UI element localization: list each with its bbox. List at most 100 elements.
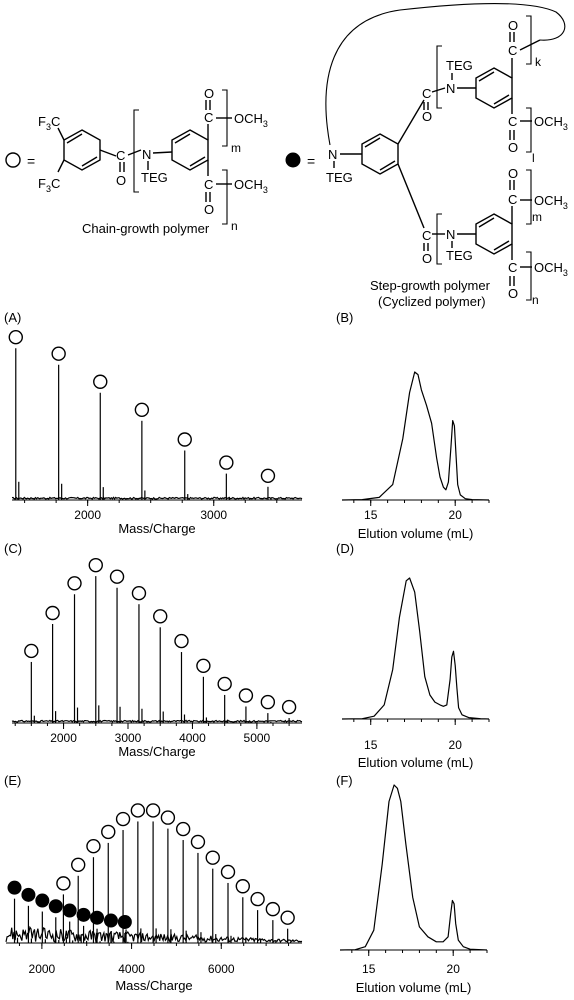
open-circle-marker (280, 910, 295, 925)
open-circle-marker (67, 576, 82, 591)
open-circle-marker (174, 633, 189, 649)
tick-label: 3000 (200, 508, 227, 522)
filled-circle-marker (117, 914, 132, 929)
ester-c-bottom: C (204, 177, 213, 192)
upper-arm-n: N (446, 81, 455, 96)
open-circle-marker (153, 609, 168, 624)
tick-label: 20 (447, 962, 461, 976)
tick-label: 20 (449, 738, 463, 752)
elution-trace (341, 371, 490, 501)
tick-label: 5000 (244, 731, 271, 745)
filled-circle-marker (35, 893, 50, 908)
bottom-cf3-label: F3C (38, 176, 60, 194)
och3-bottom: OCH3 (234, 177, 268, 195)
open-circle-marker (88, 557, 103, 573)
panel-label: (B) (336, 310, 353, 325)
open-circle-marker (260, 694, 276, 710)
ring-bond (478, 217, 495, 228)
bracket-upper-arm (436, 45, 442, 109)
filled-circle-marker (90, 910, 105, 925)
step-growth-label: Step-growth polymer (370, 278, 491, 293)
k-ester-c: C (508, 43, 517, 58)
lower-arm-o: O (422, 251, 432, 266)
ring-bond (493, 94, 510, 105)
repeat-bracket-m (222, 89, 228, 147)
core-teg: TEG (326, 170, 353, 185)
index-n-lower: n (532, 293, 539, 307)
x-axis-label: Mass/Charge (118, 521, 195, 536)
open-circle-marker (93, 374, 108, 389)
ring-bond (189, 156, 206, 167)
bond (397, 163, 425, 229)
chart-panel-D: (D) 15 20 Elution volume (mL) (336, 541, 490, 770)
m-ester-och3: OCH3 (534, 193, 568, 211)
ring-bond (66, 133, 83, 144)
n-ester-och3: OCH3 (534, 260, 568, 278)
ring-bond (478, 71, 495, 82)
open-circle-marker (196, 658, 211, 673)
top-cf3-label: F3C (38, 114, 60, 132)
amide-n: N (142, 147, 151, 162)
index-l: l (532, 151, 535, 165)
filled-circle-marker (103, 913, 118, 928)
baseline-noise (11, 496, 303, 500)
carbonyl-c: C (116, 148, 125, 163)
open-circle-marker (101, 824, 116, 840)
cf3-bond (57, 159, 65, 173)
bond (99, 149, 117, 157)
repeat-bracket-left (133, 109, 139, 193)
chart-panel-A: (A) 2000 3000 Mass/Charge (4, 310, 303, 536)
panel-label: (D) (336, 541, 354, 556)
open-circle-marker (238, 688, 254, 703)
open-circle-marker (205, 850, 220, 865)
bracket-lower-arm (436, 213, 442, 265)
tick-label: 20 (449, 508, 463, 522)
open-circle-marker (56, 876, 71, 891)
chart-panel-E: (E) 2000 4000 6000 Mass/Charge (4, 773, 303, 993)
teg-label: TEG (141, 170, 168, 185)
open-circle-marker (45, 605, 60, 621)
elution-trace (341, 577, 490, 720)
bond (152, 151, 173, 154)
open-circle-marker (130, 803, 146, 818)
k-ester-o: O (508, 18, 518, 33)
open-circle-marker (260, 468, 276, 483)
tick-label: 2000 (50, 731, 77, 745)
tick-label: 15 (364, 508, 378, 522)
filled-circle-marker (21, 887, 36, 902)
tick-label: 2000 (29, 962, 56, 976)
index-k: k (535, 55, 542, 69)
open-circle-marker (235, 879, 251, 894)
ring-bond (379, 160, 396, 171)
och3-top: OCH3 (234, 111, 268, 129)
tick-label: 4000 (118, 962, 145, 976)
upper-arm-benzene (475, 67, 513, 109)
bond (519, 39, 541, 51)
upper-arm-teg: TEG (446, 58, 473, 73)
cf3-bond (57, 127, 65, 141)
l-ester-och3: OCH3 (534, 114, 568, 132)
carbonyl-o: O (116, 173, 126, 188)
ester-c-top: C (204, 110, 213, 125)
ring-bond (81, 156, 98, 167)
lower-arm-c: C (422, 228, 431, 243)
n-ester-o: O (508, 286, 518, 301)
l-ester-o: O (508, 140, 518, 155)
index-n: n (231, 219, 238, 233)
core-benzene-ring (361, 133, 399, 175)
filled-circle-marker (62, 903, 77, 918)
l-ester-c: C (508, 114, 517, 129)
bracket-m-lower (526, 169, 532, 225)
chain-growth-structure: = F3C F3C C O N TEG C O OCH3 m (5, 86, 268, 236)
x-axis-label: Elution volume (mL) (356, 980, 472, 995)
panel-label: (E) (4, 773, 21, 788)
ester-o-top: O (204, 86, 214, 101)
open-circle-marker (24, 643, 39, 659)
panel-label: (C) (4, 541, 22, 556)
chart-panel-C: (C) 2000 3000 4000 5000 Mass/Charge (4, 541, 303, 759)
bond (431, 87, 446, 93)
elution-trace (339, 784, 488, 951)
m-ester-o: O (508, 166, 518, 181)
open-circle-marker (86, 839, 101, 854)
open-circle-icon (5, 152, 21, 168)
